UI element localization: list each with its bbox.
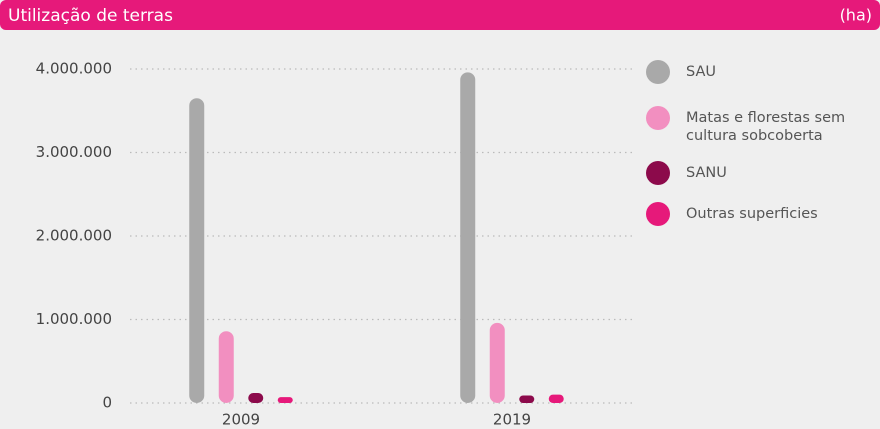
legend-swatch xyxy=(646,60,670,84)
y-tick-label: 0 xyxy=(102,394,112,412)
legend-swatch xyxy=(646,161,670,185)
header-band xyxy=(0,0,880,30)
legend-label: Outras superficies xyxy=(686,206,818,222)
unit-label: (ha) xyxy=(840,6,872,25)
bar xyxy=(489,322,505,403)
bar xyxy=(218,331,234,403)
y-tick-label: 4.000.000 xyxy=(36,60,112,78)
y-tick-label: 3.000.000 xyxy=(36,143,112,161)
legend-label: SAU xyxy=(686,64,717,80)
y-tick-label: 2.000.000 xyxy=(36,227,112,245)
bar xyxy=(548,394,564,403)
y-tick-label: 1.000.000 xyxy=(36,310,112,328)
x-tick-label: 2009 xyxy=(222,411,260,429)
bar xyxy=(519,395,535,403)
x-tick-label: 2019 xyxy=(493,411,531,429)
bar xyxy=(248,392,264,403)
legend-swatch xyxy=(646,202,670,226)
chart-title: Utilização de terras xyxy=(8,6,173,26)
bar xyxy=(460,72,476,403)
legend-label: SANU xyxy=(686,165,727,181)
legend-label: Matas e florestas sem cultura sobcoberta xyxy=(686,110,846,144)
bar xyxy=(189,98,205,403)
legend-swatch xyxy=(646,106,670,130)
bar xyxy=(277,397,293,403)
